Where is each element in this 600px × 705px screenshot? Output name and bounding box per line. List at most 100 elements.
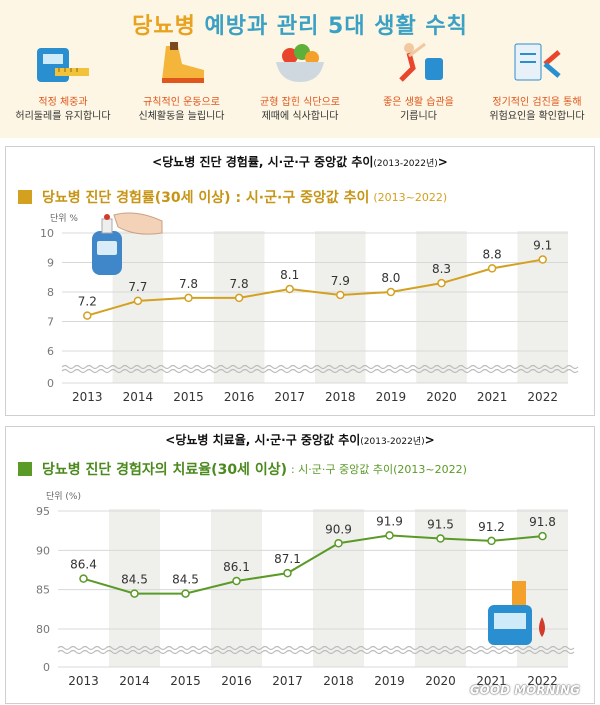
- data-label: 7.9: [331, 274, 350, 288]
- glucose-meter-icon: [92, 212, 163, 275]
- axis-break-line: [57, 645, 575, 651]
- x-tick-label: 2021: [477, 390, 508, 404]
- data-label: 84.5: [172, 573, 199, 587]
- data-label: 7.2: [78, 295, 97, 309]
- data-point: [234, 293, 244, 303]
- data-label: 90.9: [325, 522, 352, 536]
- data-label: 91.9: [376, 514, 403, 528]
- x-tick-label: 2019: [376, 390, 407, 404]
- x-tick-label: 2017: [274, 390, 305, 404]
- y-tick-label: 0: [43, 661, 50, 674]
- data-label: 84.5: [121, 573, 148, 587]
- data-label: 87.1: [274, 552, 301, 566]
- data-point: [437, 278, 446, 288]
- data-label: 7.8: [230, 277, 249, 291]
- column-band: [517, 231, 568, 383]
- data-label: 8.0: [381, 271, 400, 285]
- axis-break-line: [57, 649, 575, 655]
- unit-label: 단위 (%): [46, 491, 81, 502]
- y-tick-label: 95: [36, 505, 50, 518]
- x-tick-label: 2020: [425, 674, 456, 688]
- data-point: [181, 589, 190, 598]
- data-label: 86.4: [70, 558, 97, 572]
- x-tick-label: 2013: [72, 390, 103, 404]
- data-point: [487, 264, 497, 273]
- series-line: [83, 534, 543, 595]
- x-tick-label: 2016: [224, 390, 255, 404]
- column-band: [211, 509, 262, 667]
- data-label: 8.8: [483, 247, 502, 261]
- column-band: [213, 231, 265, 383]
- data-point: [336, 290, 345, 300]
- y-tick-label: 8: [47, 286, 54, 299]
- tip-checkup: 정기적인 검진을 통해 위험요인을 확인합니다: [482, 38, 592, 124]
- y-tick-label: 10: [40, 227, 54, 240]
- tip-diet: 균형 잡힌 식단으로 제때에 식사합니다: [245, 38, 355, 124]
- unit-label: 단위 %: [50, 213, 78, 224]
- x-tick-label: 2021: [476, 674, 507, 688]
- panel-title: <당뇨병 진단 경험률, 시·군·구 중앙값 추이(2013-2022년)>: [152, 155, 448, 169]
- column-band: [315, 231, 366, 383]
- legend-square-icon: [18, 190, 32, 204]
- column-band: [415, 509, 466, 667]
- y-tick-label: 80: [36, 623, 50, 636]
- diagnosis-rate-line-chart: 0 6 7 8 9 10 단위 % 2013 2014 2015 2016 2017 2018 2019 2…: [40, 213, 579, 404]
- scale-tape-icon: [37, 48, 89, 82]
- banner-title: 당뇨병 예방과 관리 5대 생활 수칙: [132, 14, 468, 39]
- y-tick-label: 6: [47, 345, 54, 358]
- watermark: GOOD MORNING: [469, 683, 580, 697]
- data-point: [538, 255, 547, 264]
- data-point: [386, 287, 396, 297]
- x-tick-label: 2019: [374, 674, 405, 688]
- data-label: 91.5: [427, 518, 454, 532]
- data-label: 8.1: [280, 268, 299, 282]
- data-point: [133, 296, 143, 306]
- data-label: 91.8: [529, 515, 556, 529]
- panel-title: <당뇨병 치료율, 시·군·구 중앙값 추이(2013-2022년)>: [165, 433, 435, 447]
- tip-exercise: 규칙적인 운동으로 신체활동을 늘립니다: [127, 38, 237, 124]
- x-tick-label: 2018: [323, 674, 354, 688]
- treatment-rate-line-chart: 0 80 85 90 95 단위 (%) 2013 2014 2015 2016 2017 2018 2…: [36, 491, 575, 688]
- data-point: [436, 534, 445, 543]
- series-line: [87, 258, 543, 317]
- data-point: [334, 539, 343, 548]
- tip-weight: 적정 체중과 허리둘레를 유지합니다: [8, 38, 118, 124]
- x-tick-label: 2015: [170, 674, 201, 688]
- legend-square-icon: [18, 462, 32, 476]
- medical-checkup-icon: [514, 43, 561, 81]
- data-point: [232, 576, 241, 586]
- data-label: 8.3: [432, 262, 451, 276]
- data-point: [487, 536, 496, 546]
- data-point: [79, 574, 88, 583]
- tips-row: 적정 체중과 허리둘레를 유지합니다 규칙적인 운동으로 신체활동을 늘립니다: [8, 38, 592, 124]
- data-point: [285, 284, 294, 294]
- glucose-monitor-icon: [488, 581, 545, 645]
- diagnosis-rate-panel: <당뇨병 진단 경험률, 시·군·구 중앙값 추이(2013-2022년)> 당…: [5, 146, 595, 416]
- x-tick-label: 2022: [527, 390, 558, 404]
- y-tick-label: 7: [47, 316, 54, 329]
- data-point: [283, 568, 292, 578]
- x-tick-label: 2017: [272, 674, 303, 688]
- tip-habits: 좋은 생활 습관을 기릅니다: [364, 38, 474, 124]
- data-label: 9.1: [533, 239, 552, 253]
- x-tick-label: 2014: [119, 674, 150, 688]
- data-point: [130, 589, 139, 598]
- axis-break-line: [61, 364, 579, 370]
- x-tick-label: 2014: [123, 390, 154, 404]
- y-tick-label: 9: [47, 257, 54, 270]
- x-tick-label: 2013: [68, 674, 99, 688]
- y-tick-label: 85: [36, 584, 50, 597]
- stretching-person-icon: [398, 42, 443, 82]
- x-tick-label: 2018: [325, 390, 356, 404]
- x-tick-label: 2016: [221, 674, 252, 688]
- y-tick-label: 0: [47, 377, 54, 390]
- chart-subtitle: 당뇨병 진단 경험률(30세 이상) : 시·군·구 중앙값 추이 (2013~…: [18, 187, 447, 207]
- column-band: [313, 509, 364, 667]
- data-point: [83, 311, 92, 320]
- data-label: 7.8: [179, 277, 198, 291]
- data-point: [385, 531, 394, 540]
- data-label: 91.2: [478, 520, 505, 534]
- data-point: [538, 531, 547, 541]
- data-point: [184, 293, 193, 303]
- axis-break-line: [61, 368, 579, 374]
